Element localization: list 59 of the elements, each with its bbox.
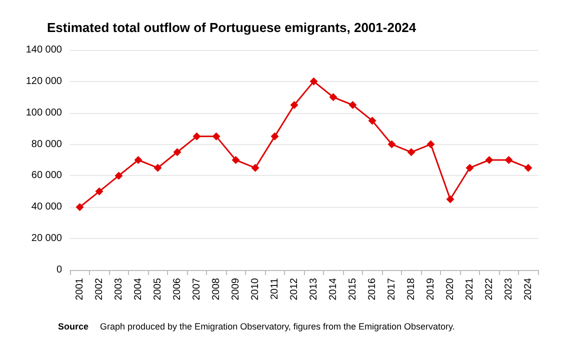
x-tick-label: 2017 [386,278,398,300]
x-tick-label: 2003 [113,278,124,300]
x-tick-label: 2023 [503,278,514,300]
point [173,148,182,156]
point [466,164,474,172]
x-tick-label: 2019 [425,278,436,300]
point [388,140,396,148]
y-tick-label: 20 000 [31,233,62,244]
y-tick-label: 60 000 [31,170,62,182]
x-tick-label: 2010 [250,278,261,300]
point [270,132,279,140]
point [192,132,201,140]
y-tick-label: 120 000 [26,76,62,87]
point [426,140,435,148]
point [485,156,494,164]
point [154,164,162,172]
point [310,77,318,86]
point [348,101,357,109]
x-tick-label: 2007 [191,278,202,300]
point [251,164,260,172]
x-tick-label: 2001 [74,278,86,300]
x-tick-label: 2011 [269,278,280,300]
text: Source [58,322,89,332]
x-tick-label: 2002 [94,278,105,300]
point [232,156,240,164]
point [329,93,338,102]
point [290,101,298,109]
x-tick-label: 2012 [288,278,300,300]
x-tick-label: 2020 [444,278,456,300]
x-tick-label: 2014 [328,278,339,300]
point [114,172,123,180]
point [212,132,220,140]
x-tick-label: 2013 [308,278,320,300]
point [134,156,142,164]
chart-title: Estimated total outflow of Portuguese emigrants, 2001-2024 [47,20,417,35]
y-tick-label: 0 [56,264,62,276]
point [407,148,416,156]
text: Graph produced by the Emigration Observatory, figures from the Emigration Observatory. [100,322,455,332]
y-tick-label: 80 000 [31,138,62,150]
point [446,195,454,204]
y-tick-label: 100 000 [26,107,62,118]
point [368,116,376,125]
x-tick-label: 2022 [484,278,495,300]
point [504,156,513,164]
y-tick-label: 140 000 [26,44,62,56]
x-tick-label: 2015 [347,278,358,300]
x-tick-label: 2006 [172,278,183,300]
y-tick-label: 40 000 [31,202,62,213]
x-tick-label: 2021 [464,278,476,300]
x-tick-label: 2005 [152,278,164,300]
point [524,164,532,172]
x-tick-label: 2016 [366,278,378,300]
x-tick-label: 2024 [522,278,534,300]
x-tick-label: 2018 [406,278,417,300]
point [76,203,84,212]
point [95,187,104,196]
x-tick-label: 2008 [210,278,222,300]
x-tick-label: 2009 [230,278,242,300]
x-tick-label: 2004 [132,278,144,300]
